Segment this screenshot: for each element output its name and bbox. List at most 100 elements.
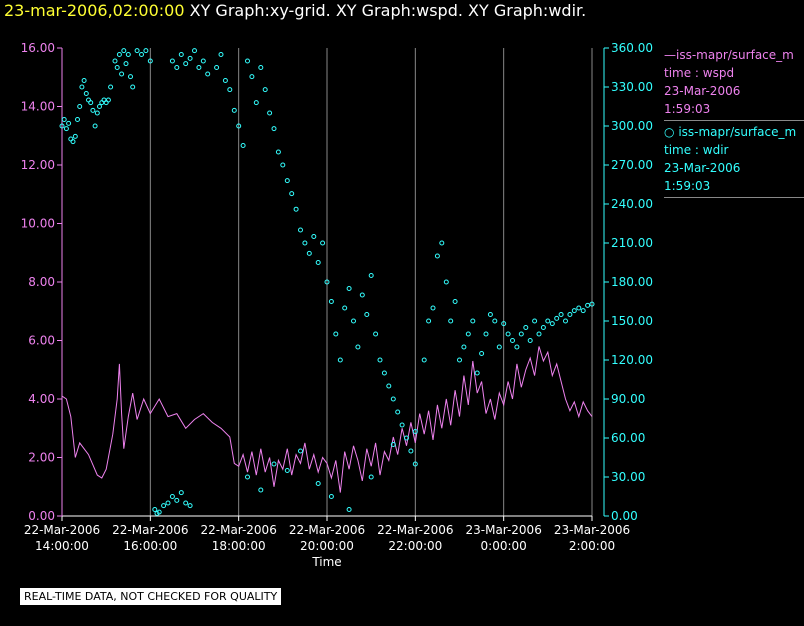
wdir-point xyxy=(112,58,118,64)
wdir-point xyxy=(408,448,414,454)
right-tick-label: 180.00 xyxy=(611,275,653,289)
wdir-point xyxy=(97,104,102,109)
wdir-point xyxy=(328,299,334,304)
wdir-point xyxy=(66,120,72,126)
wdir-point xyxy=(298,448,303,454)
wdir-point xyxy=(487,312,493,317)
wdir-point xyxy=(430,305,436,311)
wdir-point xyxy=(271,126,277,132)
wdir-point xyxy=(289,191,295,197)
wdir-point xyxy=(563,318,568,324)
left-tick-label: 6.00 xyxy=(28,334,55,348)
wdir-point xyxy=(434,253,440,259)
wdir-point xyxy=(549,321,555,327)
legend-source: iss-mapr/surface_m xyxy=(678,125,797,139)
wdir-point xyxy=(457,357,462,363)
wdir-point xyxy=(284,178,290,184)
x-tick-label-time: 18:00:00 xyxy=(212,539,266,553)
wdir-point xyxy=(311,234,317,239)
wdir-point xyxy=(545,318,551,324)
right-tick-label: 270.00 xyxy=(611,158,653,172)
wdir-point xyxy=(68,136,74,142)
left-tick-label: 2.00 xyxy=(28,451,55,465)
wdir-point xyxy=(412,429,418,434)
title-timestamp: 23-mar-2006,02:00:00 xyxy=(4,1,185,20)
wdir-point xyxy=(143,48,149,54)
x-tick-label-date: 22-Mar-2006 xyxy=(200,523,276,537)
legend-entry-wdir[interactable]: ○ iss-mapr/surface_m time : wdir 23-Mar-… xyxy=(664,123,804,198)
wdir-point xyxy=(324,279,330,285)
wdir-point xyxy=(88,100,94,106)
wdir-point xyxy=(368,273,374,278)
wdir-point xyxy=(72,133,78,139)
wdir-point xyxy=(125,52,131,57)
wdir-point xyxy=(121,48,127,54)
right-tick-label: 210.00 xyxy=(611,236,653,250)
quality-note: REAL-TIME DATA, NOT CHECKED FOR QUALITY xyxy=(20,588,282,605)
wdir-point xyxy=(346,286,352,291)
wdir-point xyxy=(258,487,264,493)
right-tick-label: 30.00 xyxy=(611,470,645,484)
wdir-point xyxy=(205,71,211,77)
wdir-point xyxy=(554,315,560,321)
x-tick-label-time: 2:00:00 xyxy=(569,539,615,553)
left-tick-label: 14.00 xyxy=(21,100,55,114)
wdir-point xyxy=(222,78,228,83)
wdir-point xyxy=(236,123,242,129)
wdir-point xyxy=(92,123,98,129)
wdir-point xyxy=(302,240,308,246)
wdir-point xyxy=(320,240,326,246)
wdir-point xyxy=(368,474,374,480)
wdir-point xyxy=(116,52,122,57)
wdir-point xyxy=(439,240,445,246)
wdir-point xyxy=(298,227,303,233)
wdir-point xyxy=(183,61,189,67)
wdir-point xyxy=(461,344,467,350)
legend-date: 23-Mar-2006 xyxy=(664,84,741,98)
wdir-point xyxy=(315,260,321,265)
wdir-point xyxy=(452,299,458,304)
wdir-point xyxy=(178,52,184,57)
wdir-point xyxy=(99,100,105,106)
x-tick-label-time: 22:00:00 xyxy=(388,539,442,553)
wspd-line xyxy=(61,346,593,493)
wdir-point xyxy=(474,370,480,376)
wdir-point xyxy=(59,123,65,129)
wdir-point xyxy=(275,149,281,155)
wdir-point xyxy=(114,65,120,70)
legend-entry-wspd[interactable]: —iss-mapr/surface_m time : wspd 23-Mar-2… xyxy=(664,46,804,121)
wdir-point xyxy=(571,308,577,314)
wdir-point xyxy=(169,58,175,64)
x-tick-label-date: 22-Mar-2006 xyxy=(377,523,453,537)
left-tick-label: 0.00 xyxy=(28,509,55,523)
wdir-point xyxy=(527,338,533,343)
wdir-point xyxy=(346,507,352,512)
wdir-point xyxy=(523,325,529,330)
wdir-point xyxy=(359,292,365,298)
wdir-point xyxy=(483,331,489,337)
right-tick-label: 330.00 xyxy=(611,80,653,94)
legend-date: 23-Mar-2006 xyxy=(664,161,741,175)
wdir-point xyxy=(267,110,273,116)
x-tick-label-time: 16:00:00 xyxy=(123,539,177,553)
wdir-point xyxy=(580,308,586,314)
x-tick-label-time: 0:00:00 xyxy=(481,539,527,553)
wdir-point xyxy=(245,58,250,64)
wdir-point xyxy=(130,84,136,90)
wdir-point xyxy=(249,74,255,80)
wdir-point xyxy=(315,481,321,486)
wdir-point xyxy=(399,422,405,428)
left-tick-label: 12.00 xyxy=(21,158,55,172)
wdir-point xyxy=(192,48,197,54)
wdir-point xyxy=(271,461,277,467)
wdir-point xyxy=(536,331,542,337)
wdir-point xyxy=(178,490,184,496)
wdir-point xyxy=(567,312,573,317)
wdir-point xyxy=(103,100,109,106)
wdir-point xyxy=(231,107,237,113)
wdir-point xyxy=(258,65,264,70)
wdir-point xyxy=(101,97,107,103)
x-tick-label-date: 23-Mar-2006 xyxy=(554,523,630,537)
wdir-point xyxy=(63,126,69,132)
